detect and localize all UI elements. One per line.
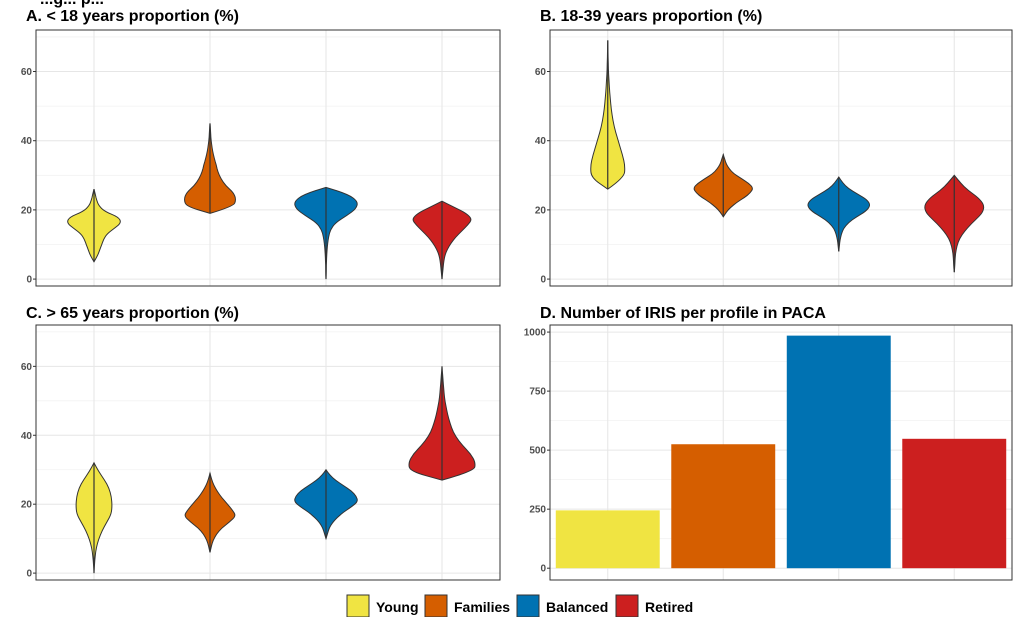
y-tick-label: 0 [26,569,32,580]
y-tick-label: 0 [540,275,546,286]
legend-key-young [346,594,370,617]
legend-key-balanced [516,594,540,617]
y-tick-label: 20 [535,205,547,216]
panel-frame [549,29,1013,287]
y-tick-label: 40 [21,431,33,442]
panel-c: C. > 65 years proportion (%) 0 20 40 60 [21,305,501,581]
y-tick-label: 20 [21,205,33,216]
legend-key-families [424,594,448,617]
y-tick-label: 60 [21,67,33,78]
y-tick-label: 40 [535,136,547,147]
bar-retired [902,438,1007,569]
y-tick-label: 0 [540,564,546,575]
legend-key-retired [615,594,639,617]
y-tick-label: 750 [529,387,546,398]
y-tick-label: 0 [26,275,32,286]
panel-a: A. < 18 years proportion (%) 0 20 40 60 [21,8,501,287]
panel-b-title: B. 18-39 years proportion (%) [540,8,762,25]
legend-label-families: Families [454,599,510,615]
legend-label-young: Young [376,599,419,615]
y-tick-label: 20 [21,500,33,511]
y-tick-label: 60 [535,67,547,78]
bar-young [555,510,660,569]
legend: Young Families Balanced Retired [346,594,693,617]
legend-label-retired: Retired [645,599,693,615]
panel-b: B. 18-39 years proportion (%) 0 20 40 60 [535,8,1013,287]
panel-frame [35,29,501,287]
panel-frame [35,324,501,581]
panel-d-title: D. Number of IRIS per profile in PACA [540,305,826,322]
panel-frame [549,324,1013,581]
panel-a-title: A. < 18 years proportion (%) [26,8,239,25]
bar-balanced [786,335,891,569]
y-tick-label: 500 [529,446,546,457]
figure-title-fragment: ...g... p... [40,0,104,8]
y-tick-label: 60 [21,362,33,373]
legend-label-balanced: Balanced [546,599,608,615]
panel-d: D. Number of IRIS per profile in PACA 0 2… [524,305,1013,581]
y-tick-label: 250 [529,505,546,516]
panel-c-title: C. > 65 years proportion (%) [26,305,239,322]
y-tick-label: 1000 [524,328,547,339]
bar-families [671,444,776,569]
y-tick-label: 40 [21,136,33,147]
